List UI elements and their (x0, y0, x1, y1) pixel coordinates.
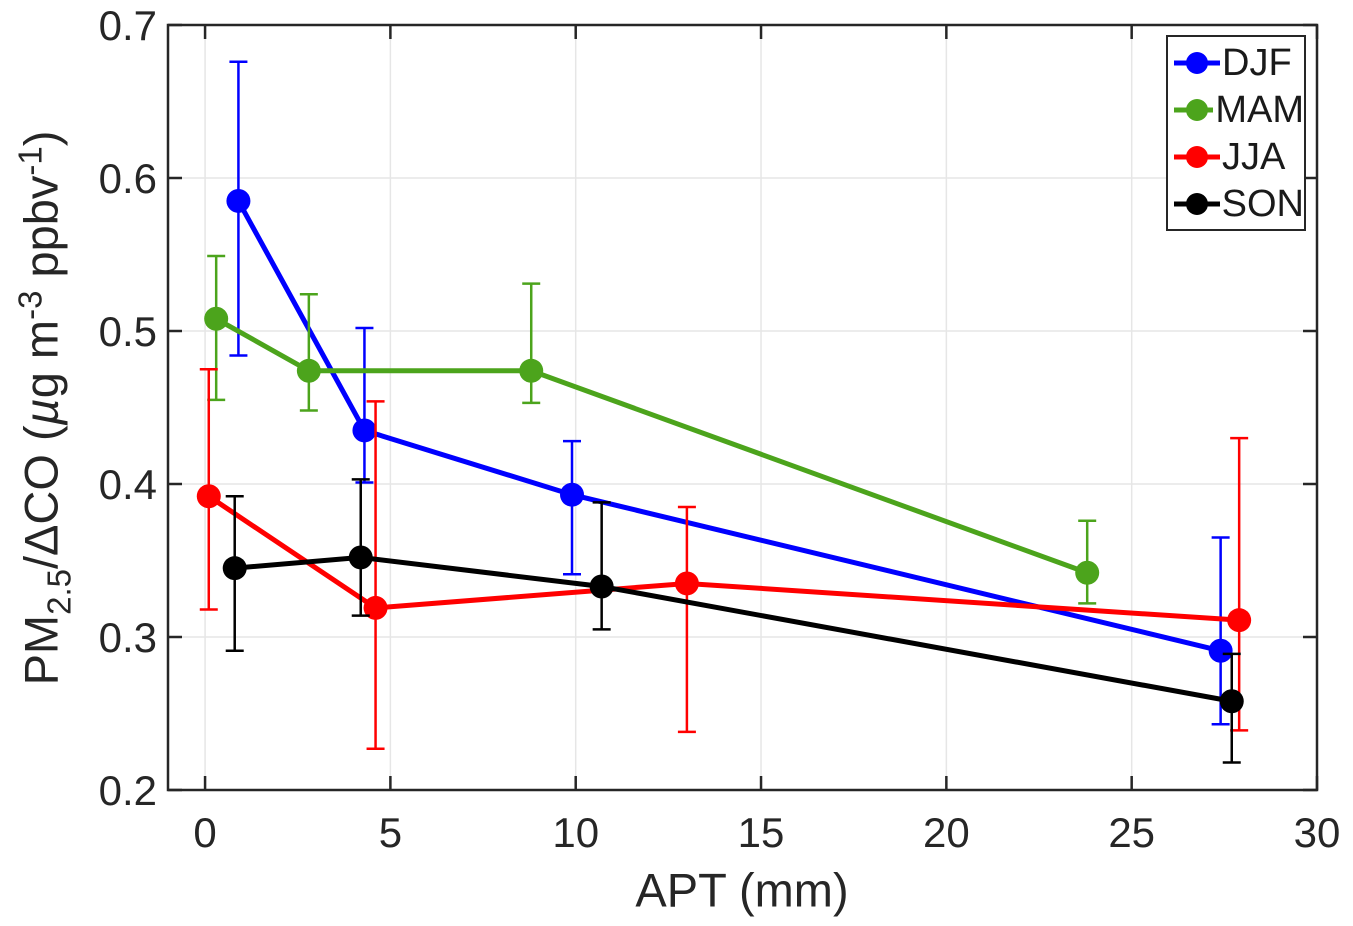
legend-marker-icon (1174, 98, 1214, 121)
svg-text:0.5: 0.5 (99, 308, 157, 355)
series-jja (196, 368, 1252, 750)
svg-text:0.3: 0.3 (99, 614, 157, 661)
svg-text:0.7: 0.7 (99, 2, 157, 49)
data-line-jja (207, 494, 1240, 623)
legend-item-mam: MAM (1174, 87, 1304, 133)
legend-label: MAM (1215, 88, 1304, 131)
y-axis-label-part: µ (14, 398, 68, 426)
legend-marker-icon (1174, 51, 1220, 74)
data-point-son (589, 574, 614, 599)
data-line-djf (236, 199, 1222, 654)
legend-label: JJA (1222, 135, 1286, 178)
y-axis-label-part: g m (14, 319, 68, 399)
data-point-jja (674, 571, 699, 596)
y-axis-label: PM2.5/ΔCO (µg m-3 ppbv-1) (12, 131, 79, 686)
y-tick-labels: 0.2 0.3 0.4 0.5 0.6 0.7 (99, 2, 157, 814)
data-point-jja (196, 484, 221, 509)
svg-text:25: 25 (1108, 809, 1155, 856)
series-mam (204, 254, 1100, 605)
data-point-mam (296, 358, 321, 383)
error-bars-djf (229, 60, 1230, 726)
legend: DJF MAM JJA SON (1166, 35, 1306, 231)
data-line-mam (214, 316, 1089, 576)
legend-item-jja: JJA (1174, 134, 1304, 180)
tick-marks (168, 23, 1319, 792)
y-axis-label-part: -3 (11, 290, 49, 320)
data-point-djf (1208, 638, 1233, 663)
svg-text:0.2: 0.2 (99, 767, 157, 814)
svg-text:30: 30 (1294, 809, 1341, 856)
data-point-son (1219, 689, 1244, 714)
svg-text:10: 10 (552, 809, 599, 856)
svg-text:0.6: 0.6 (99, 155, 157, 202)
y-axis-label-part: PM (14, 614, 68, 686)
y-axis-label-part: ) (14, 130, 68, 147)
data-point-son (222, 556, 247, 581)
data-point-jja (363, 595, 388, 620)
data-point-son (348, 545, 373, 570)
legend-label: DJF (1222, 41, 1292, 84)
data-point-djf (560, 482, 585, 507)
series-djf (226, 60, 1233, 726)
gridlines (168, 25, 1317, 790)
series-son (222, 478, 1244, 764)
data-point-mam (1075, 560, 1100, 585)
svg-text:20: 20 (923, 809, 970, 856)
svg-text:0.4: 0.4 (99, 461, 157, 508)
svg-text:0: 0 (193, 809, 216, 856)
data-line-son (234, 554, 1233, 704)
y-axis-label-part: ppbv (14, 175, 68, 291)
y-axis-label-part: 2.5 (40, 569, 78, 615)
y-axis-label-part: /ΔCO ( (14, 425, 68, 570)
svg-text:5: 5 (379, 809, 402, 856)
legend-marker-icon (1174, 192, 1220, 215)
x-axis-label: APT (mm) (635, 863, 849, 917)
data-point-djf (226, 188, 251, 213)
svg-text:15: 15 (738, 809, 785, 856)
legend-item-djf: DJF (1174, 40, 1304, 86)
data-point-mam (519, 358, 544, 383)
data-point-jja (1227, 608, 1252, 633)
legend-marker-icon (1174, 145, 1220, 168)
error-bars-mam (207, 254, 1097, 605)
data-point-djf (352, 418, 377, 443)
legend-item-son: SON (1174, 181, 1304, 227)
y-axis-label-part: -1 (11, 146, 49, 176)
legend-label: SON (1221, 182, 1304, 225)
data-point-mam (204, 306, 229, 331)
plot-box (166, 23, 1319, 792)
x-tick-labels: 0 5 10 15 20 25 30 (193, 809, 1340, 856)
